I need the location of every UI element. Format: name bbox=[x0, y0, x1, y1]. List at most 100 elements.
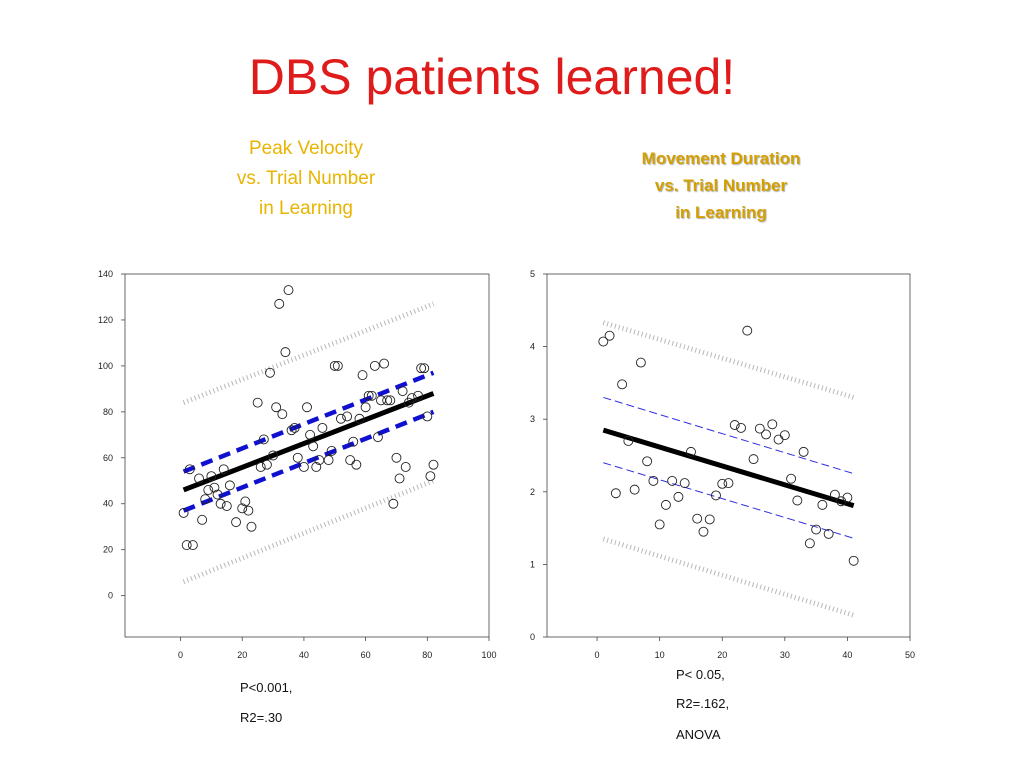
left-data-point bbox=[345, 455, 356, 466]
left-data-point bbox=[305, 429, 316, 440]
right-data-point bbox=[817, 499, 828, 510]
right-data-point bbox=[711, 490, 721, 501]
left-data-point bbox=[197, 514, 208, 525]
left-data-point bbox=[348, 436, 359, 447]
right-data-point bbox=[629, 484, 640, 495]
left-data-point bbox=[271, 402, 282, 413]
right-y-tick-label: 1 bbox=[530, 559, 535, 569]
left-subtitle-line-1: Peak Velocity bbox=[248, 138, 364, 159]
right-data-point bbox=[604, 330, 615, 341]
left-data-point bbox=[178, 507, 189, 518]
right-data-point bbox=[842, 492, 853, 503]
right-data-point bbox=[685, 446, 696, 457]
left-prediction-lower bbox=[182, 478, 435, 585]
right-data-point bbox=[717, 478, 728, 489]
left-data-point bbox=[326, 445, 337, 456]
left-y-tick-label: 100 bbox=[98, 361, 113, 371]
left-data-point bbox=[218, 464, 229, 475]
left-data-point bbox=[351, 459, 362, 470]
left-y-tick-label: 40 bbox=[103, 499, 113, 509]
left-data-point bbox=[200, 494, 211, 505]
right-data-point bbox=[742, 325, 753, 336]
left-data-point bbox=[224, 480, 235, 491]
left-data-point bbox=[394, 473, 405, 484]
right-data-point bbox=[660, 499, 671, 510]
right-x-tick-label: 10 bbox=[655, 650, 665, 660]
right-data-point bbox=[598, 336, 609, 347]
right-subtitle-line-1: Movement Duration bbox=[641, 149, 801, 168]
left-data-point bbox=[422, 411, 433, 422]
left-data-point bbox=[268, 450, 279, 461]
right-data-point bbox=[654, 519, 665, 530]
left-data-point bbox=[363, 390, 374, 401]
left-data-point bbox=[292, 452, 303, 463]
right-anova-label: ANOVA bbox=[676, 727, 721, 742]
left-data-point bbox=[187, 540, 198, 551]
left-y-tick-label: 140 bbox=[98, 269, 113, 279]
left-subtitle-line-3: in Learning bbox=[258, 198, 354, 219]
left-data-point bbox=[335, 413, 346, 424]
right-data-point bbox=[679, 478, 690, 489]
right-p-value: P< 0.05, bbox=[676, 667, 725, 682]
right-subtitle-line-2: vs. Trial Number bbox=[654, 176, 788, 195]
left-data-point bbox=[240, 496, 251, 507]
left-data-point bbox=[280, 347, 291, 358]
left-y-tick-label: 120 bbox=[98, 315, 113, 325]
left-data-point bbox=[181, 540, 192, 551]
left-r-squared: R2=.30 bbox=[240, 710, 283, 725]
left-x-tick-label: 20 bbox=[237, 650, 247, 660]
right-data-point bbox=[829, 489, 840, 500]
right-data-point bbox=[736, 422, 746, 433]
right-data-point bbox=[848, 555, 859, 566]
left-data-point bbox=[206, 471, 217, 482]
left-data-point bbox=[366, 390, 377, 401]
right-data-point bbox=[692, 513, 703, 524]
left-data-point bbox=[243, 505, 254, 516]
right-data-point bbox=[761, 429, 772, 440]
right-r-squared: R2=.162, bbox=[676, 696, 730, 711]
right-x-tick-label: 50 bbox=[905, 650, 915, 660]
left-data-point bbox=[265, 367, 275, 378]
left-data-point bbox=[246, 521, 257, 532]
left-y-tick-label: 60 bbox=[103, 453, 113, 463]
right-data-point bbox=[729, 420, 740, 430]
left-data-point bbox=[255, 462, 266, 472]
right-data-point bbox=[773, 434, 784, 445]
left-data-point bbox=[311, 462, 322, 472]
left-y-tick-label: 0 bbox=[108, 591, 113, 601]
left-data-point bbox=[419, 363, 430, 374]
right-x-tick-label: 0 bbox=[595, 650, 600, 660]
right-data-point bbox=[836, 496, 847, 507]
right-data-point bbox=[673, 491, 684, 502]
left-data-point bbox=[385, 395, 396, 406]
right-y-tick-label: 4 bbox=[530, 342, 535, 352]
left-data-point bbox=[277, 409, 288, 420]
right-y-tick-label: 3 bbox=[530, 414, 535, 424]
left-data-point bbox=[357, 370, 368, 381]
right-data-point bbox=[823, 528, 834, 539]
right-data-point bbox=[811, 524, 822, 535]
right-data-point bbox=[804, 538, 815, 549]
left-data-point bbox=[382, 395, 393, 406]
right-x-tick-label: 40 bbox=[842, 650, 852, 660]
right-data-point bbox=[610, 488, 621, 499]
left-data-point bbox=[184, 464, 195, 475]
left-data-point bbox=[323, 455, 334, 466]
left-data-point bbox=[413, 390, 424, 401]
left-x-tick-label: 60 bbox=[361, 650, 371, 660]
right-data-point bbox=[623, 436, 634, 446]
left-x-tick-label: 80 bbox=[422, 650, 432, 660]
left-subtitle-line-2: vs. Trial Number bbox=[236, 168, 376, 189]
left-data-point bbox=[212, 489, 223, 500]
left-chart-subtitle: Peak Velocity vs. Trial Number in Learni… bbox=[196, 134, 416, 224]
left-data-point bbox=[308, 441, 319, 452]
left-data-point bbox=[400, 462, 411, 472]
left-x-tick-label: 100 bbox=[481, 650, 496, 660]
left-confidence-lower bbox=[182, 409, 435, 513]
left-data-point bbox=[391, 452, 402, 463]
left-data-point bbox=[317, 422, 328, 433]
left-confidence-upper bbox=[182, 370, 435, 474]
left-data-point bbox=[237, 503, 248, 514]
left-plot-frame bbox=[124, 273, 490, 638]
